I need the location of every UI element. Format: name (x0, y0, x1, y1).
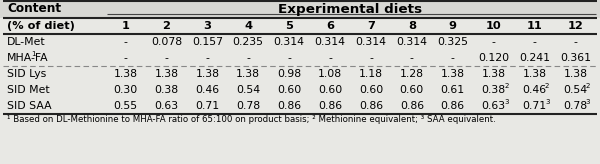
Text: -: - (410, 53, 414, 63)
Text: 1.38: 1.38 (563, 69, 587, 79)
Text: 2: 2 (545, 83, 550, 90)
Text: 0.361: 0.361 (560, 53, 591, 63)
Text: Experimental diets: Experimental diets (278, 2, 422, 16)
Text: 1.18: 1.18 (359, 69, 383, 79)
Text: 0.98: 0.98 (277, 69, 301, 79)
Text: -: - (533, 37, 536, 47)
Text: 0.86: 0.86 (359, 101, 383, 111)
Text: 3: 3 (545, 100, 550, 105)
Text: 0.314: 0.314 (355, 37, 386, 47)
Text: 0.60: 0.60 (359, 85, 383, 95)
Text: 1.08: 1.08 (318, 69, 342, 79)
Text: 7: 7 (367, 21, 375, 31)
Text: 2: 2 (586, 83, 590, 90)
Text: 0.63: 0.63 (154, 101, 178, 111)
Text: -: - (124, 37, 127, 47)
Text: -: - (124, 53, 127, 63)
Text: 3: 3 (586, 100, 590, 105)
Text: 0.60: 0.60 (277, 85, 301, 95)
Text: 0.120: 0.120 (478, 53, 509, 63)
Text: SID Lys: SID Lys (7, 69, 46, 79)
Text: 0.86: 0.86 (400, 101, 424, 111)
Text: 0.54: 0.54 (236, 85, 260, 95)
Text: -: - (287, 53, 291, 63)
Text: 1.38: 1.38 (523, 69, 547, 79)
Text: 4: 4 (244, 21, 252, 31)
Text: 0.86: 0.86 (318, 101, 342, 111)
Text: 0.325: 0.325 (437, 37, 468, 47)
Text: 1.38: 1.38 (113, 69, 137, 79)
Text: 0.60: 0.60 (318, 85, 342, 95)
Text: 0.235: 0.235 (233, 37, 264, 47)
Text: 0.71: 0.71 (195, 101, 220, 111)
Text: -: - (369, 53, 373, 63)
Text: 1.38: 1.38 (154, 69, 178, 79)
Text: 10: 10 (486, 21, 502, 31)
Text: 0.241: 0.241 (519, 53, 550, 63)
Text: 0.314: 0.314 (314, 37, 346, 47)
Text: -: - (328, 53, 332, 63)
Text: 0.78: 0.78 (236, 101, 260, 111)
Text: 0.78: 0.78 (563, 101, 587, 111)
Text: 1: 1 (31, 51, 36, 58)
Text: 5: 5 (285, 21, 293, 31)
Text: 1.38: 1.38 (236, 69, 260, 79)
Text: -: - (492, 37, 496, 47)
Text: SID SAA: SID SAA (7, 101, 52, 111)
Text: 1.28: 1.28 (400, 69, 424, 79)
Text: 0.86: 0.86 (441, 101, 465, 111)
Text: -: - (451, 53, 455, 63)
Text: 12: 12 (568, 21, 583, 31)
Text: 0.314: 0.314 (274, 37, 305, 47)
Text: Content: Content (7, 2, 61, 16)
Text: -: - (246, 53, 250, 63)
Text: 3: 3 (504, 100, 509, 105)
Text: 6: 6 (326, 21, 334, 31)
Text: ¹ Based on DL-Methionine to MHA-FA ratio of 65:100 on product basis; ² Methionin: ¹ Based on DL-Methionine to MHA-FA ratio… (7, 115, 496, 124)
Text: 0.61: 0.61 (441, 85, 465, 95)
Text: -: - (574, 37, 577, 47)
Text: 0.157: 0.157 (192, 37, 223, 47)
Text: 1.38: 1.38 (441, 69, 465, 79)
Text: 11: 11 (527, 21, 542, 31)
Text: 8: 8 (408, 21, 416, 31)
Text: 2: 2 (163, 21, 170, 31)
Text: 0.86: 0.86 (277, 101, 301, 111)
Text: 0.71: 0.71 (523, 101, 547, 111)
Text: SID Met: SID Met (7, 85, 50, 95)
Text: 1.38: 1.38 (482, 69, 506, 79)
Text: 0.314: 0.314 (397, 37, 427, 47)
Text: 0.46: 0.46 (523, 85, 547, 95)
Text: 9: 9 (449, 21, 457, 31)
Text: 0.078: 0.078 (151, 37, 182, 47)
Text: 0.55: 0.55 (113, 101, 137, 111)
Text: DL-Met: DL-Met (7, 37, 46, 47)
Text: 0.60: 0.60 (400, 85, 424, 95)
Text: -: - (205, 53, 209, 63)
Text: 0.63: 0.63 (482, 101, 506, 111)
Text: MHA-FA: MHA-FA (7, 53, 49, 63)
Text: 3: 3 (203, 21, 211, 31)
Text: 0.38: 0.38 (482, 85, 506, 95)
Bar (0, 0, 600, 18)
Text: -: - (164, 53, 169, 63)
Text: (% of diet): (% of diet) (7, 21, 75, 31)
Text: 0.46: 0.46 (195, 85, 220, 95)
Text: 0.30: 0.30 (113, 85, 137, 95)
Text: 0.54: 0.54 (563, 85, 587, 95)
Text: 2: 2 (504, 83, 508, 90)
Text: 0.38: 0.38 (154, 85, 178, 95)
Text: 1.38: 1.38 (195, 69, 219, 79)
Text: 1: 1 (122, 21, 130, 31)
